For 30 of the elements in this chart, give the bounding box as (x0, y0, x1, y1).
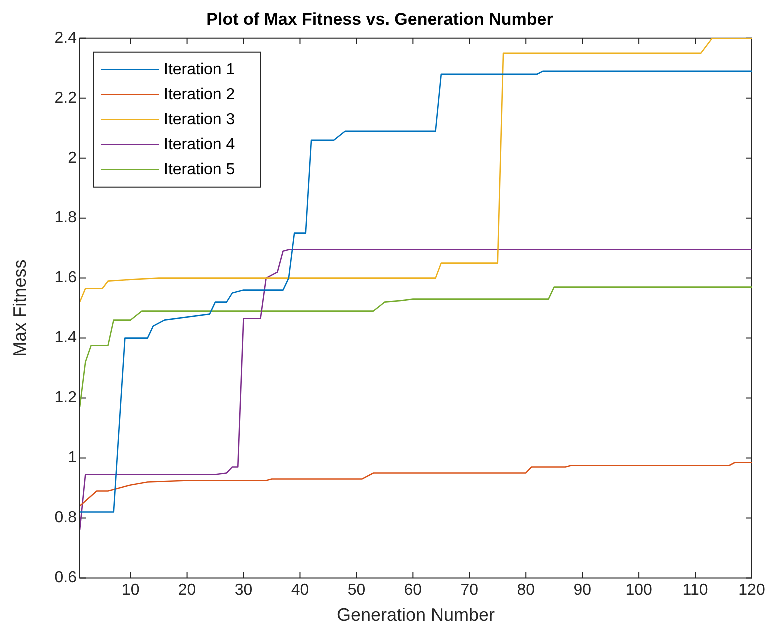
x-tick-label: 20 (178, 582, 196, 600)
y-axis-title: Max Fitness (10, 260, 30, 357)
legend-label: Iteration 2 (164, 86, 236, 104)
y-tick-label: 1 (68, 450, 78, 467)
y-tick-label: 0.6 (54, 570, 78, 587)
legend-label: Iteration 5 (164, 161, 236, 178)
x-tick-label: 50 (348, 582, 366, 600)
x-tick-label: 80 (517, 582, 536, 600)
x-tick-label: 120 (738, 582, 766, 600)
x-tick-label: 70 (460, 582, 479, 600)
x-tick-label: 110 (682, 582, 708, 600)
y-tick-label: 1.6 (54, 270, 78, 287)
y-tick-label: 1.4 (54, 330, 78, 347)
x-tick-label: 60 (404, 582, 422, 600)
x-tick-label: 10 (122, 582, 140, 600)
y-tick-label: 1.8 (54, 210, 78, 227)
y-tick-label: 2.4 (54, 30, 78, 47)
chart-title: Plot of Max Fitness vs. Generation Number (206, 10, 554, 29)
y-tick-label: 2.2 (54, 90, 78, 107)
y-tick-label: 2 (68, 150, 78, 167)
legend-label: Iteration 1 (164, 61, 236, 78)
legend-label: Iteration 4 (164, 136, 236, 154)
y-tick-label: 1.2 (54, 390, 78, 407)
x-axis-title: Generation Number (336, 605, 496, 626)
x-tick-label: 40 (291, 582, 310, 600)
x-tick-label: 90 (574, 582, 592, 600)
legend-label: Iteration 3 (164, 111, 236, 128)
x-tick-label: 30 (234, 582, 253, 600)
x-tick-label: 100 (626, 582, 653, 600)
y-tick-label: 0.8 (54, 510, 78, 527)
